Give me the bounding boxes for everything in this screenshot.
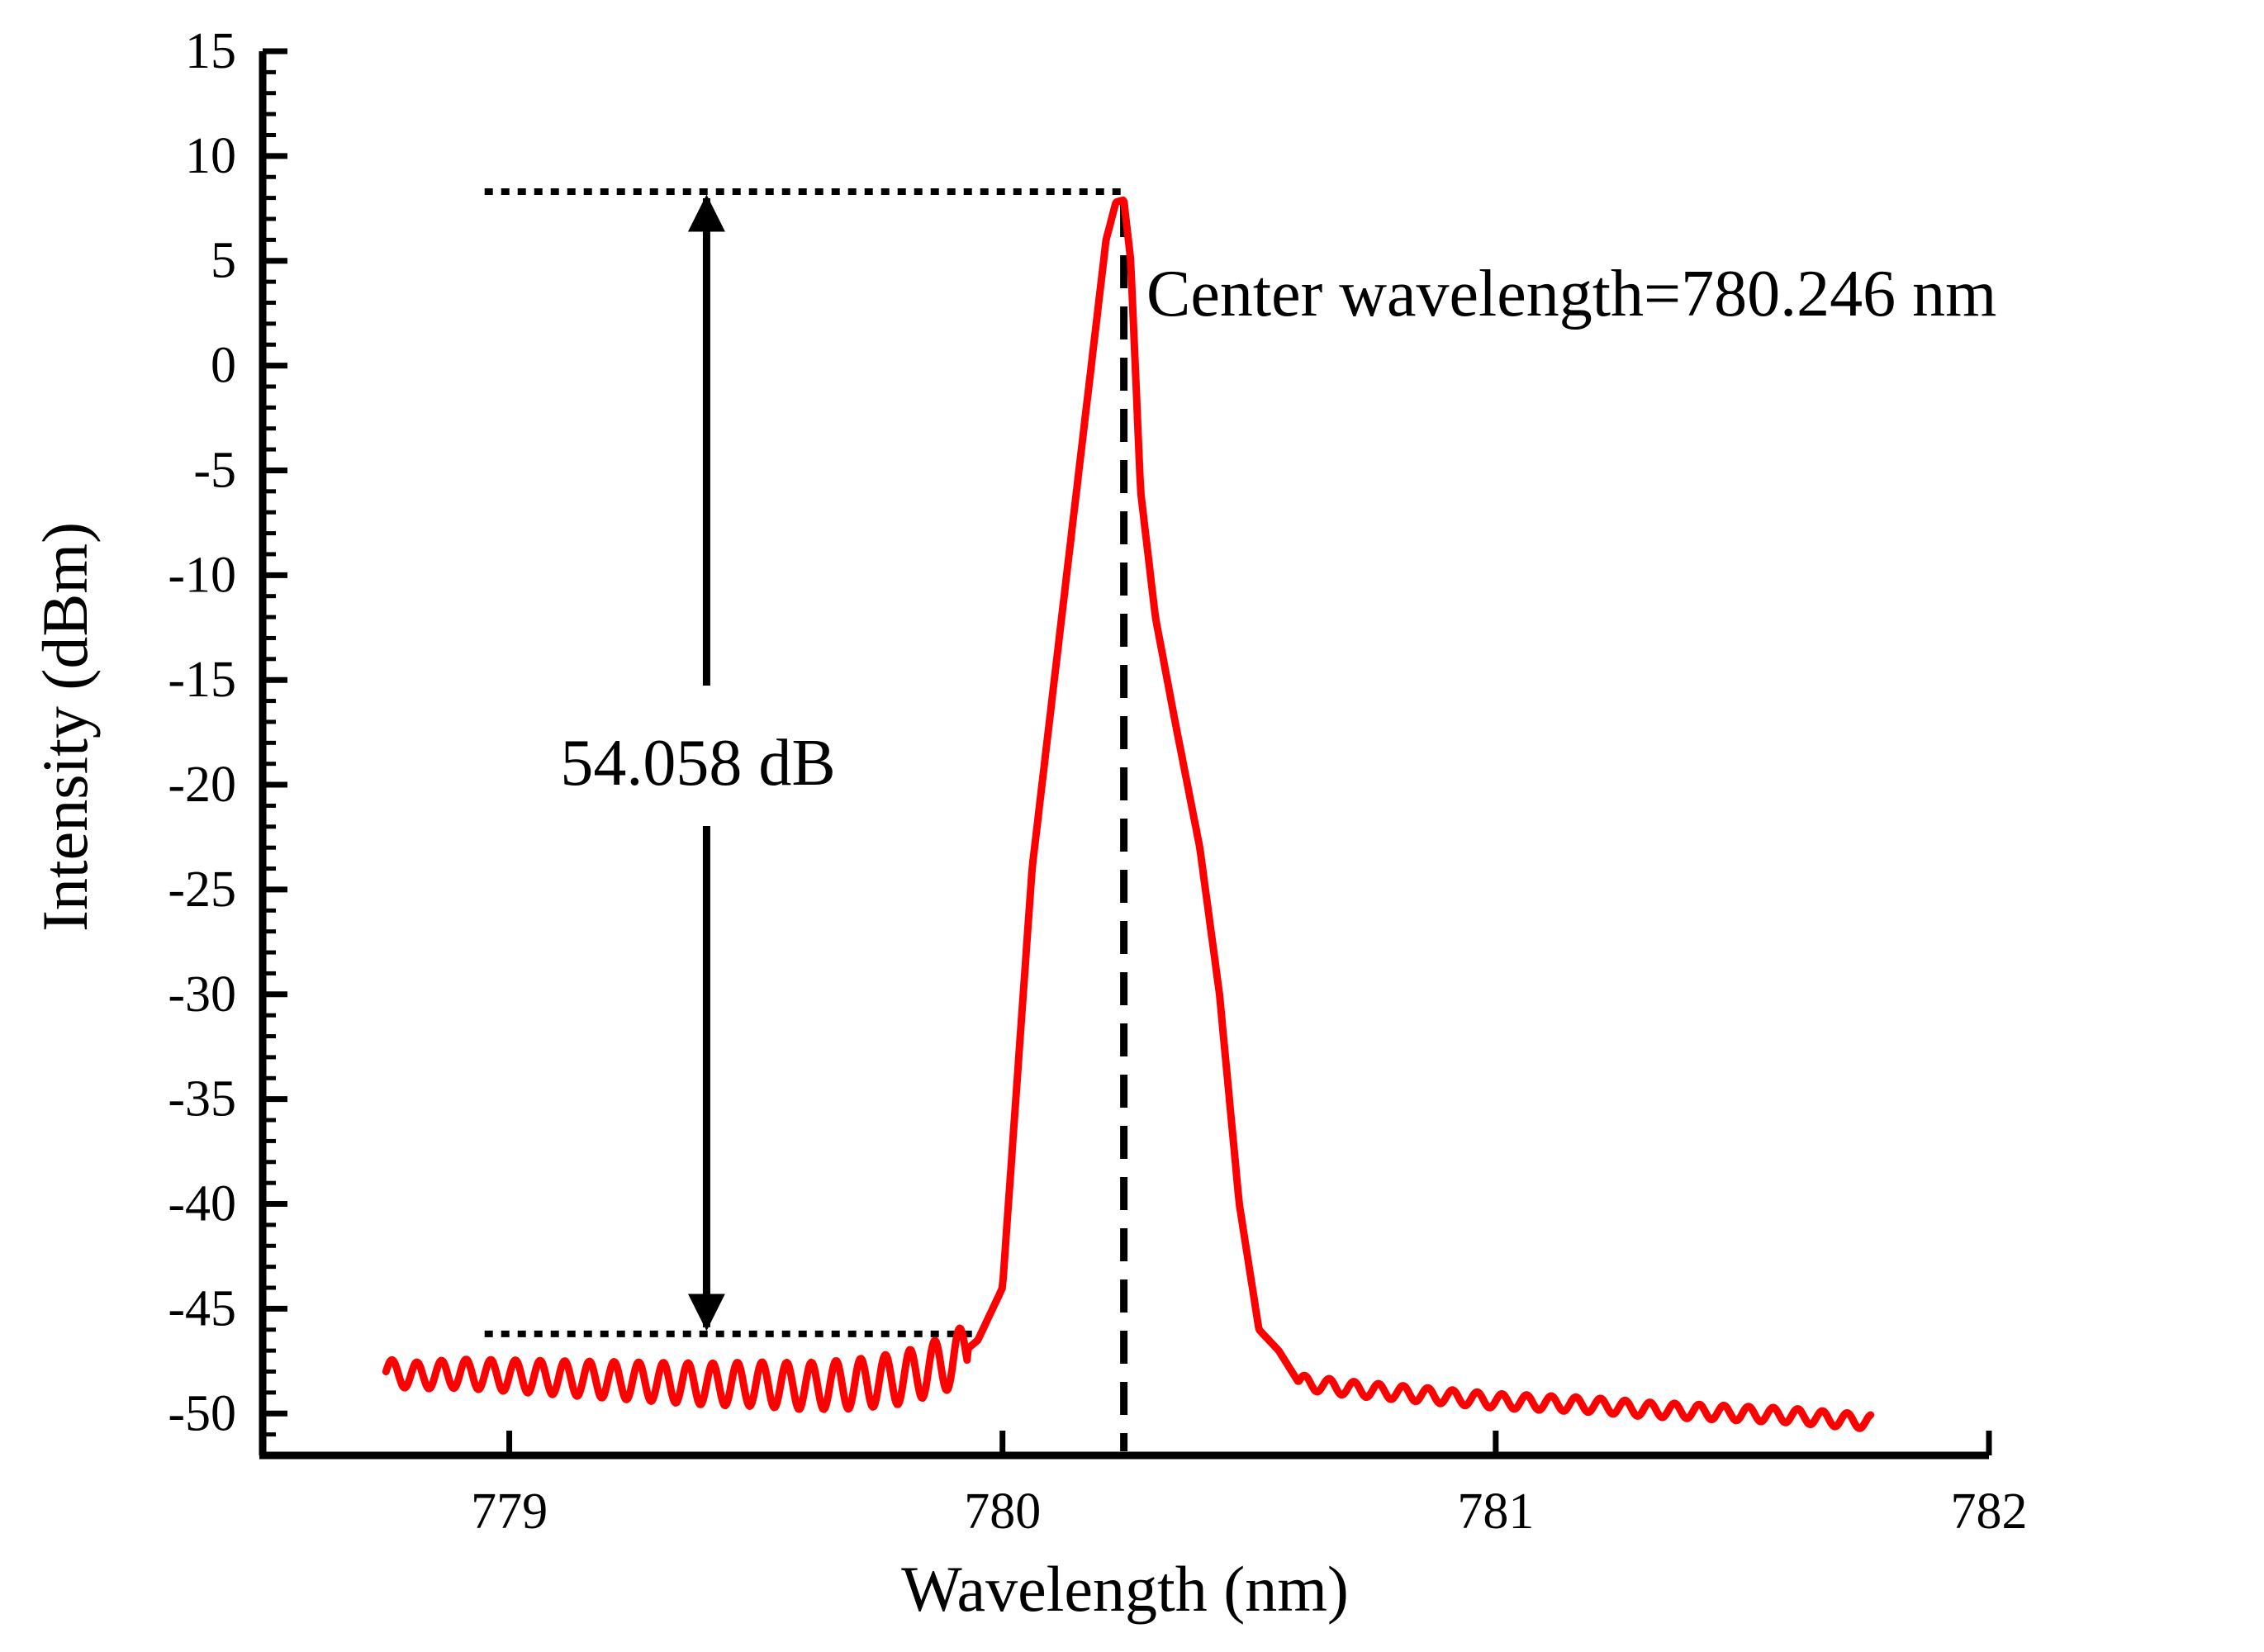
y-tick-label: -20	[168, 757, 236, 813]
y-tick-label: 10	[185, 128, 236, 184]
y-axis-title: Intensity (dBm)	[29, 522, 101, 932]
y-tick-label: -50	[168, 1385, 236, 1441]
x-axis-title: Wavelength (nm)	[901, 1553, 1349, 1625]
y-tick-label: -30	[168, 966, 236, 1023]
ticks-layer: 15 10 5 0 -5 -10 -15 -20 -25 -30 -35 -40 -45 -50 779 78…	[168, 23, 2027, 1540]
y-tick-label: -25	[168, 862, 236, 918]
y-tick-label: 15	[185, 23, 236, 79]
y-tick-label: -35	[168, 1071, 236, 1127]
y-tick-label: -45	[168, 1280, 236, 1336]
series-layer	[382, 196, 1875, 1432]
series-line-spectrum	[382, 196, 1875, 1432]
y-tick-label: -40	[168, 1176, 236, 1232]
x-tick-label: 779	[471, 1483, 548, 1540]
axes-layer	[259, 51, 1989, 1460]
x-tick-label: 780	[964, 1483, 1041, 1540]
y-tick-label: -5	[193, 442, 236, 498]
x-tick-label: 781	[1457, 1483, 1534, 1540]
y-tick-label: -15	[168, 652, 236, 708]
range-label: 54.058 dB	[560, 727, 835, 800]
y-tick-label: 0	[211, 338, 236, 394]
x-tick-label: 782	[1951, 1483, 2028, 1540]
center-wavelength-label: Center wavelength=780.246 nm	[1146, 258, 1996, 330]
y-tick-label: 5	[211, 233, 236, 289]
y-tick-label: -10	[168, 547, 236, 603]
annotation-layer	[484, 188, 1128, 1451]
